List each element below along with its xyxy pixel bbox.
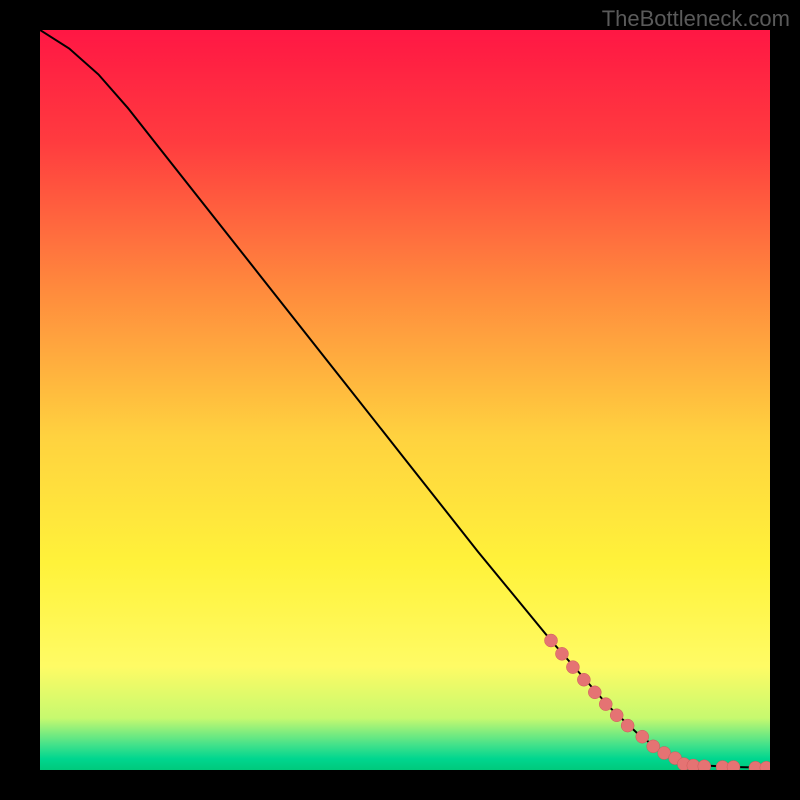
data-marker — [577, 673, 590, 686]
data-marker — [698, 760, 711, 770]
data-marker — [621, 719, 634, 732]
chart-plot-area — [40, 30, 770, 770]
data-marker — [555, 647, 568, 660]
data-marker — [588, 686, 601, 699]
data-marker — [599, 698, 612, 711]
data-marker — [566, 661, 579, 674]
data-marker — [636, 730, 649, 743]
chart-overlay — [40, 30, 770, 770]
data-marker — [545, 634, 558, 647]
data-markers-group — [545, 634, 771, 770]
data-marker — [760, 761, 770, 770]
data-marker — [610, 709, 623, 722]
bottleneck-curve — [40, 30, 770, 768]
watermark-text: TheBottleneck.com — [602, 6, 790, 32]
data-marker — [727, 761, 740, 770]
